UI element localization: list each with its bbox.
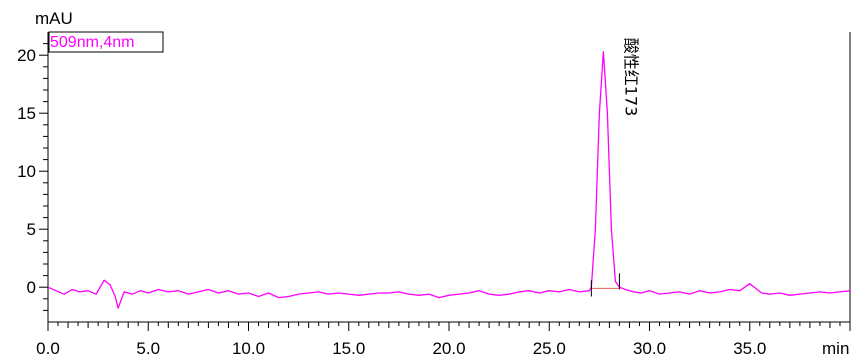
y-tick-label: 5 bbox=[27, 220, 36, 239]
x-tick-label: 5.0 bbox=[136, 339, 160, 357]
y-tick-label: 0 bbox=[27, 278, 36, 297]
y-axis-unit-label: mAU bbox=[35, 9, 73, 28]
plot-area bbox=[47, 51, 851, 309]
x-axis-ticks: 0.0 5.0 10.0 15.0 20.0 25.0 30.0 35.0 bbox=[36, 322, 851, 357]
x-axis-unit-label: min bbox=[822, 339, 849, 357]
x-tick-label: 30.0 bbox=[633, 339, 666, 357]
y-axis-ticks: 20 15 10 5 0 bbox=[17, 43, 48, 311]
x-tick-label: 20.0 bbox=[432, 339, 465, 357]
x-tick-label: 25.0 bbox=[533, 339, 566, 357]
peak-label: 酸性红173 bbox=[621, 38, 640, 117]
y-tick-label: 15 bbox=[17, 104, 36, 123]
x-tick-label: 15.0 bbox=[332, 339, 365, 357]
legend-label: 509nm,4nm bbox=[50, 34, 135, 51]
axes-group bbox=[47, 32, 851, 323]
x-tick-label: 35.0 bbox=[733, 339, 766, 357]
y-tick-label: 20 bbox=[17, 46, 36, 65]
y-tick-label: 10 bbox=[17, 162, 36, 181]
x-tick-label: 0.0 bbox=[36, 339, 60, 357]
chromatogram-trace bbox=[47, 51, 851, 309]
legend-box: 509nm,4nm bbox=[48, 31, 164, 53]
x-tick-label: 10.0 bbox=[232, 339, 265, 357]
